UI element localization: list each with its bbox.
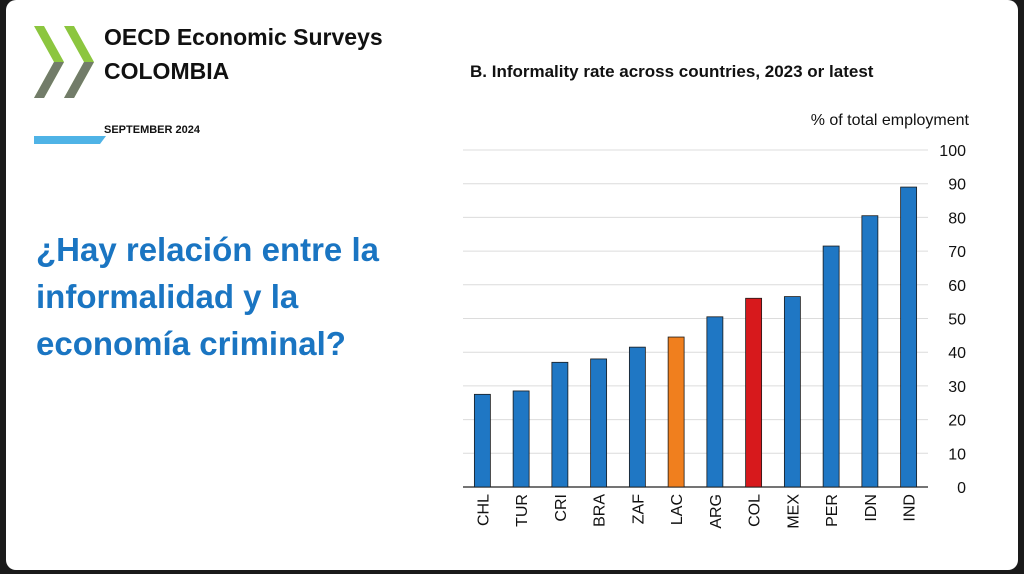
chart-title: B. Informality rate across countries, 20… xyxy=(470,62,874,81)
y-tick-label: 90 xyxy=(948,177,966,194)
x-tick-label-col: COL xyxy=(747,494,764,527)
y-tick-label: 0 xyxy=(957,480,966,497)
bar-idn xyxy=(861,215,879,488)
logo-wave xyxy=(34,136,106,144)
x-tick-label-chl: CHL xyxy=(475,494,492,526)
bars xyxy=(473,186,918,488)
oecd-logo-icon xyxy=(34,26,106,144)
y-tick-labels: 0 10 20 30 40 50 60 70 80 90 100 xyxy=(939,143,966,497)
bar-tur xyxy=(512,390,530,488)
x-tick-label-arg: ARG xyxy=(708,494,725,529)
x-tick-label-tur: TUR xyxy=(514,494,531,527)
bar-bra xyxy=(590,358,608,488)
x-tick-label-ind: IND xyxy=(902,494,919,522)
x-tick-label-idn: IDN xyxy=(863,494,880,522)
bar-cri xyxy=(551,361,569,488)
logo-shadow-left xyxy=(34,62,64,98)
x-tick-label-bra: BRA xyxy=(592,494,609,527)
bar-zaf xyxy=(628,346,646,488)
y-tick-label: 20 xyxy=(948,413,966,430)
bar-arg xyxy=(706,316,724,488)
y-tick-label: 10 xyxy=(948,446,966,463)
bar-lac xyxy=(667,336,685,488)
y-axis-unit-label: % of total employment xyxy=(811,112,970,129)
y-tick-label: 50 xyxy=(948,312,966,329)
bar-per xyxy=(822,245,840,488)
bar-chl xyxy=(473,393,491,488)
x-tick-label-lac: LAC xyxy=(669,494,686,525)
y-tick-label: 80 xyxy=(948,210,966,227)
question-heading: ¿Hay relación entre la informalidad y la… xyxy=(36,231,379,362)
logo-shadow-right xyxy=(64,62,94,98)
brand-country: COLOMBIA xyxy=(104,58,230,84)
y-tick-label: 60 xyxy=(948,278,966,295)
y-tick-label: 30 xyxy=(948,379,966,396)
y-tick-label: 40 xyxy=(948,345,966,362)
publication-date: SEPTEMBER 2024 xyxy=(104,124,200,136)
y-tick-label: 100 xyxy=(939,143,966,160)
brand-title: OECD Economic Surveys xyxy=(104,24,383,50)
y-tick-label: 70 xyxy=(948,244,966,261)
x-tick-label-per: PER xyxy=(824,494,841,527)
bar-col xyxy=(745,297,763,488)
x-tick-label-mex: MEX xyxy=(785,494,802,529)
x-tick-label-zaf: ZAF xyxy=(630,494,647,524)
gridlines xyxy=(463,149,928,488)
bar-mex xyxy=(783,296,801,488)
x-tick-labels: CHL TUR CRI BRA ZAF LAC ARG COL MEX PER IDN IND xyxy=(475,494,918,529)
x-tick-label-cri: CRI xyxy=(553,494,570,522)
bar-ind xyxy=(900,186,918,488)
